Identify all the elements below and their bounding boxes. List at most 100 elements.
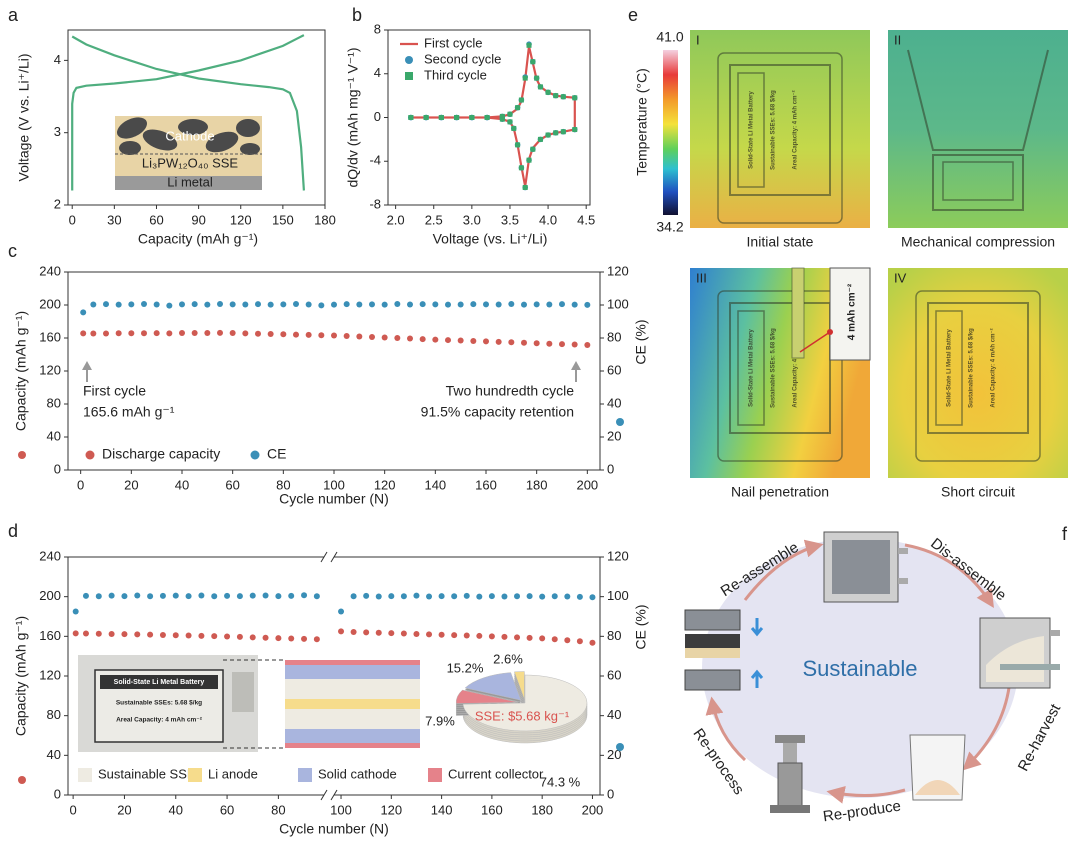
legend-swatch: [405, 56, 413, 64]
point: [185, 632, 192, 639]
point: [438, 631, 445, 638]
point: [211, 593, 218, 600]
y-axis-label: Capacity (mAh g⁻¹): [13, 616, 29, 736]
y2-tick-label: 20: [607, 428, 621, 443]
schematic-label: Li₃PW₁₂O₄₀ SSE: [142, 155, 239, 170]
point: [499, 113, 505, 119]
y2-tick-label: 120: [607, 548, 629, 563]
point: [301, 635, 308, 642]
battery-print: Solid-State Li Metal Battery: [749, 91, 755, 169]
x-axis-label: Capacity (mAh g⁻¹): [138, 231, 258, 247]
x-tick-label: 80: [276, 477, 290, 492]
point: [224, 592, 231, 599]
point: [451, 632, 458, 639]
x-tick-label: 120: [374, 477, 396, 492]
pie-slice: [513, 671, 525, 700]
point: [530, 146, 536, 152]
battery-outline: [729, 302, 831, 434]
y-tick-label: 120: [39, 362, 61, 377]
y-tick-label: 0: [54, 786, 61, 801]
point: [191, 301, 198, 308]
point: [128, 301, 135, 308]
thermal-image: [888, 30, 1068, 228]
zoom-inset: [829, 267, 871, 361]
point: [537, 84, 543, 90]
y-tick-label: 0: [374, 109, 381, 124]
point: [267, 331, 274, 338]
image-id: I: [696, 32, 700, 47]
point: [413, 592, 420, 599]
image-id: III: [696, 270, 707, 285]
annotation: Two hundredth cycle: [446, 383, 575, 399]
point: [198, 632, 205, 639]
arrow: [962, 679, 1012, 771]
battery-print: Sustainable SSEs: 5.68 $/kg: [771, 328, 777, 408]
x-tick-label: 0: [69, 212, 76, 227]
cell-icon: [823, 531, 908, 603]
point: [217, 301, 223, 308]
schematic-label: Cathode: [165, 128, 214, 143]
battery-outline: [729, 64, 831, 196]
y-tick-label: 3: [54, 124, 61, 139]
point: [331, 301, 337, 308]
panel-letter: b: [352, 5, 362, 25]
x-tick-label: 40: [175, 477, 189, 492]
point: [255, 330, 261, 337]
point: [103, 301, 109, 308]
press-icon: [770, 735, 810, 813]
point: [82, 592, 89, 599]
point: [343, 333, 350, 340]
x-axis-label: Voltage (vs. Li⁺/Li): [433, 231, 548, 247]
point: [533, 340, 540, 347]
battery-label-text: Solid-State Li Metal Battery: [114, 679, 205, 686]
point: [469, 115, 475, 120]
y-tick-label: 80: [47, 395, 61, 410]
zoom-pointer-dot: [827, 329, 833, 335]
point: [343, 301, 350, 308]
point: [141, 330, 147, 337]
battery-label-text: Sustainable SSEs: 5.68 $/kg: [116, 700, 202, 707]
point: [534, 75, 540, 81]
annotation-arrowhead: [82, 361, 92, 370]
x-tick-label: 4.0: [539, 212, 557, 227]
x-tick-label: 160: [475, 477, 497, 492]
y-tick-label: 4: [54, 52, 61, 67]
point: [584, 301, 591, 308]
point: [350, 593, 357, 600]
pie-value-label: 15.2%: [447, 660, 484, 675]
point: [495, 338, 502, 345]
point: [559, 301, 565, 308]
point: [521, 301, 527, 308]
point: [280, 331, 287, 338]
series-line: [71, 34, 305, 191]
point: [483, 301, 489, 308]
image-id: II: [894, 32, 901, 47]
x-axis-label: Cycle number (N): [279, 821, 389, 837]
point: [121, 593, 128, 600]
point: [229, 330, 236, 337]
battery-print: Solid-State Li Metal Battery: [947, 329, 953, 407]
y2-tick-label: 0: [607, 461, 614, 476]
point: [249, 592, 256, 599]
x-tick-label: 120: [230, 212, 252, 227]
point: [537, 136, 543, 142]
battery-outline: [927, 302, 1029, 434]
axis-break: [320, 789, 328, 801]
pie-slice: [462, 674, 588, 732]
battery-print: Areal Capacity: 4 mAh cm⁻²: [792, 90, 799, 169]
image-caption: Mechanical compression: [901, 234, 1055, 250]
legend-label: Sustainable SSE: [98, 766, 196, 781]
point: [275, 635, 282, 642]
y-tick-label: 40: [47, 747, 61, 762]
point: [530, 59, 536, 65]
x-tick-label: 60: [220, 802, 234, 817]
point: [318, 332, 325, 339]
y-tick-label: 120: [39, 667, 61, 682]
x-tick-label: 180: [531, 802, 553, 817]
point: [533, 301, 540, 308]
point: [514, 593, 521, 600]
battery-outline: [907, 49, 1049, 151]
point: [179, 330, 185, 337]
axis-series-key: [616, 418, 624, 426]
